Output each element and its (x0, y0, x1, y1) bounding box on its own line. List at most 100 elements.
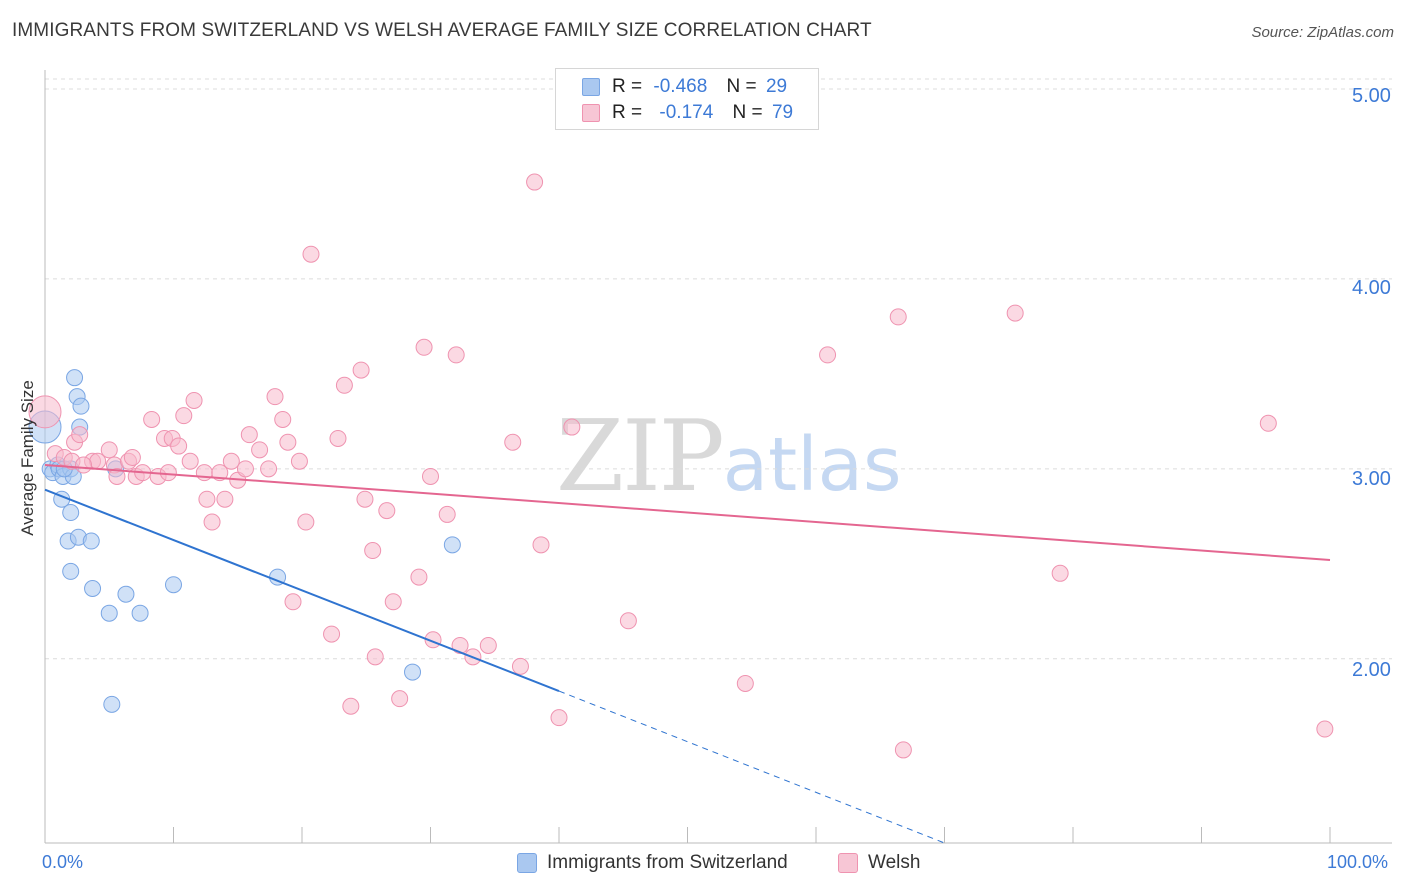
r-value-switzerland: -0.468 (653, 76, 708, 97)
point-welsh (216, 490, 234, 508)
legend: Immigrants from Switzerland Welsh (0, 852, 1406, 878)
point-welsh (297, 513, 315, 531)
point-welsh (504, 433, 522, 451)
trendline-switzerland-extension (558, 690, 945, 844)
point-welsh (266, 388, 284, 406)
point-welsh (279, 433, 297, 451)
point-welsh (290, 452, 308, 470)
y-axis-label: Average Family Size (18, 380, 37, 536)
point-welsh (532, 536, 550, 554)
point-welsh (364, 542, 382, 560)
point-welsh (195, 464, 213, 482)
n-label: N = (732, 102, 763, 123)
point-welsh (198, 490, 216, 508)
point-welsh (1006, 304, 1024, 322)
legend-label-switzerland: Immigrants from Switzerland (547, 852, 788, 873)
point-welsh (274, 410, 292, 428)
point-switzerland (82, 532, 100, 550)
point-welsh (75, 456, 93, 474)
point-welsh (438, 505, 456, 523)
legend-item-welsh[interactable]: Welsh (838, 852, 920, 874)
x-tick-label-right: 100.0% (1327, 852, 1389, 872)
point-welsh (143, 410, 161, 428)
point-welsh (181, 452, 199, 470)
point-welsh (422, 467, 439, 485)
r-label: R = (612, 102, 643, 123)
point-welsh (526, 173, 544, 191)
point-switzerland (443, 536, 461, 554)
point-welsh (391, 690, 409, 708)
point-welsh (203, 513, 221, 531)
chart-title: IMMIGRANTS FROM SWITZERLAND VS WELSH AVE… (12, 20, 872, 41)
point-switzerland (62, 562, 80, 580)
point-welsh (366, 648, 384, 666)
point-welsh (175, 407, 193, 425)
y-tick-label: 5.00 (1352, 85, 1391, 107)
point-welsh (236, 460, 254, 478)
point-welsh (240, 426, 258, 444)
point-welsh (894, 741, 912, 759)
point-switzerland (84, 579, 102, 597)
point-welsh (889, 308, 907, 326)
legend-swatch-switzerland (517, 853, 537, 873)
point-welsh (619, 612, 637, 630)
point-switzerland (165, 576, 182, 594)
point-welsh (185, 391, 203, 409)
point-switzerland (72, 397, 90, 415)
stats-box: R = -0.468 N = 29 R = -0.174 N = 79 (555, 68, 819, 130)
point-welsh (251, 441, 269, 459)
trendline-switzerland (44, 488, 560, 692)
y-tick-label: 2.00 (1352, 659, 1391, 681)
point-switzerland (62, 504, 80, 522)
point-welsh (1051, 564, 1069, 582)
point-switzerland (100, 604, 118, 622)
point-welsh (447, 346, 465, 364)
r-value-welsh: -0.174 (659, 102, 714, 123)
point-welsh (284, 593, 302, 611)
swatch-welsh (582, 104, 600, 122)
point-welsh (511, 657, 529, 675)
swatch-switzerland (582, 78, 600, 96)
point-welsh (28, 395, 62, 429)
point-welsh (479, 636, 497, 654)
point-welsh (71, 426, 89, 444)
point-welsh (335, 376, 353, 394)
watermark-zip: ZIP (556, 400, 725, 514)
point-welsh (100, 441, 118, 459)
source-label: Source: ZipAtlas.com (1251, 24, 1394, 41)
n-label: N = (726, 76, 757, 97)
point-welsh (1259, 414, 1277, 432)
legend-swatch-welsh (838, 853, 858, 873)
legend-label-welsh: Welsh (868, 852, 921, 873)
point-welsh (352, 361, 370, 379)
point-welsh (415, 338, 433, 356)
point-switzerland (117, 585, 135, 603)
point-welsh (302, 245, 320, 263)
point-welsh (222, 452, 240, 470)
point-welsh (1316, 720, 1334, 738)
point-welsh (329, 429, 347, 447)
point-welsh (159, 464, 177, 482)
point-welsh (378, 502, 396, 520)
point-welsh (211, 464, 229, 482)
x-tick-label-left: 0.0% (42, 852, 84, 872)
point-welsh (342, 697, 360, 715)
point-welsh (384, 593, 402, 611)
legend-item-switzerland[interactable]: Immigrants from Switzerland (517, 852, 788, 874)
point-welsh (736, 674, 754, 692)
point-welsh (563, 418, 581, 436)
n-value-welsh: 79 (771, 102, 794, 123)
point-switzerland (404, 663, 422, 681)
trendline-welsh (44, 464, 1331, 562)
point-welsh (170, 437, 188, 455)
point-welsh (260, 460, 278, 478)
point-welsh (451, 636, 469, 654)
watermark-atlas: atlas (722, 422, 902, 508)
point-switzerland (103, 695, 121, 713)
point-welsh (323, 625, 341, 643)
point-welsh (356, 490, 374, 508)
zipatlas-watermark: ZIPatlas (556, 400, 902, 514)
point-switzerland (66, 369, 84, 387)
y-tick-label: 3.00 (1352, 468, 1391, 490)
